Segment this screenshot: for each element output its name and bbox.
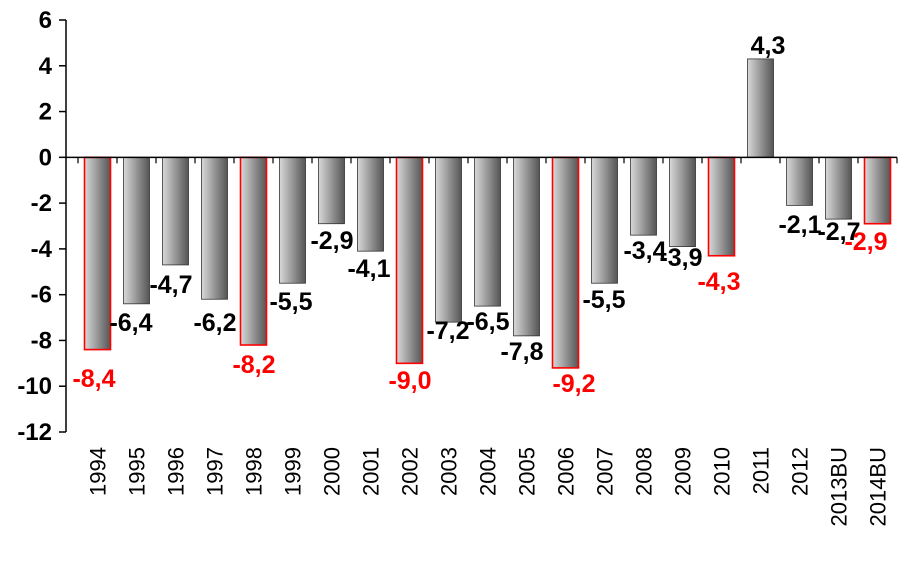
x-tick-label: 2003: [437, 447, 462, 496]
data-label: -4,1: [347, 255, 390, 283]
bar-1998: [239, 156, 268, 346]
x-tick-label: 2007: [593, 447, 618, 496]
bar-2004: [474, 156, 501, 307]
data-label: -5,5: [582, 286, 625, 314]
data-label: -6,2: [193, 309, 236, 337]
data-labels: -8,4-6,4-4,7-6,2-8,2-5,5-2,9-4,1-9,0-7,2…: [72, 32, 887, 398]
bar-2008: [630, 156, 657, 236]
x-tick-label: 2000: [320, 447, 345, 496]
y-tick-label: -8: [31, 327, 52, 354]
bar-1995: [123, 156, 150, 305]
data-label: -8,2: [232, 351, 275, 379]
bar-2005: [513, 156, 540, 337]
y-tick-label: -10: [17, 373, 52, 400]
x-tick-label: 1998: [242, 447, 267, 496]
x-tick-label: 2011: [749, 447, 774, 494]
bar-2001: [357, 156, 384, 252]
x-tick-label: 1995: [125, 447, 150, 496]
x-tick-label: 1994: [86, 447, 111, 496]
y-tick-label: 4: [39, 53, 53, 80]
x-tick-label: 2002: [398, 447, 423, 496]
bar-1997: [201, 156, 228, 300]
bar-2007: [591, 156, 618, 284]
bar-2009: [669, 156, 696, 247]
x-tick-label: 2008: [632, 447, 657, 496]
x-tick-label: 2006: [554, 447, 579, 496]
y-tick-label: -6: [31, 282, 52, 309]
x-tick-label: 1999: [281, 447, 306, 496]
x-tick-label: 2014BU: [866, 447, 891, 527]
x-tick-label: 1997: [203, 447, 228, 496]
y-tick-label: -4: [31, 236, 53, 263]
data-label: -4,7: [149, 271, 192, 299]
bar-2014BU: [863, 156, 892, 225]
bar-2010: [707, 156, 736, 257]
x-tick-label: 2004: [476, 447, 501, 496]
x-tick-label: 1996: [164, 447, 189, 496]
data-label: -2,7: [817, 218, 860, 246]
bar-2012: [786, 156, 813, 206]
data-label: 4,3: [751, 32, 786, 60]
data-label: -8,4: [72, 365, 115, 393]
y-tick-label: 6: [39, 7, 52, 34]
data-label: -6,4: [109, 309, 152, 337]
y-tick-label: -2: [31, 190, 52, 217]
data-label: -3,9: [659, 244, 702, 272]
x-tick-label: 2005: [515, 447, 540, 496]
x-tick-label: 2001: [359, 447, 384, 496]
bars: [83, 58, 892, 369]
bar-1994: [83, 156, 112, 351]
data-label: -3,4: [623, 237, 666, 265]
x-tick-label: 2012: [788, 447, 813, 496]
x-axis: [66, 156, 898, 164]
x-tick-label: 2010: [710, 447, 735, 496]
data-label: -2,1: [778, 211, 821, 239]
y-tick-label: -12: [17, 419, 52, 446]
data-label: -6,5: [466, 308, 509, 336]
bar-1996: [162, 156, 189, 266]
y-tick-label: 2: [39, 99, 52, 126]
data-label: -9,2: [552, 370, 595, 398]
x-tick-label: 2009: [671, 447, 696, 496]
bar-2011: [747, 58, 774, 158]
data-label: -2,9: [310, 227, 353, 255]
data-label: -7,2: [426, 317, 469, 345]
y-tick-label: 0: [39, 144, 52, 171]
data-label: -7,8: [500, 338, 543, 366]
x-tick-label: 2013BU: [827, 447, 852, 527]
data-label: -9,0: [388, 367, 431, 395]
bar-2002: [395, 156, 424, 365]
y-axis: 6 4 2 0 -2 -4 -6 -8 -10 -12: [17, 7, 67, 446]
data-label: -4,3: [697, 268, 740, 296]
bar-2003: [435, 156, 462, 323]
bar-2006: [551, 156, 580, 369]
bar-1999: [279, 156, 306, 284]
data-label: -5,5: [269, 288, 312, 316]
data-label: -2,9: [844, 228, 887, 256]
bar-2013BU: [825, 156, 852, 220]
category-labels: 1994 1995 1996 1997 1998 1999 2000 2001 2002 2003…: [86, 447, 891, 527]
bar-2000: [318, 156, 345, 225]
